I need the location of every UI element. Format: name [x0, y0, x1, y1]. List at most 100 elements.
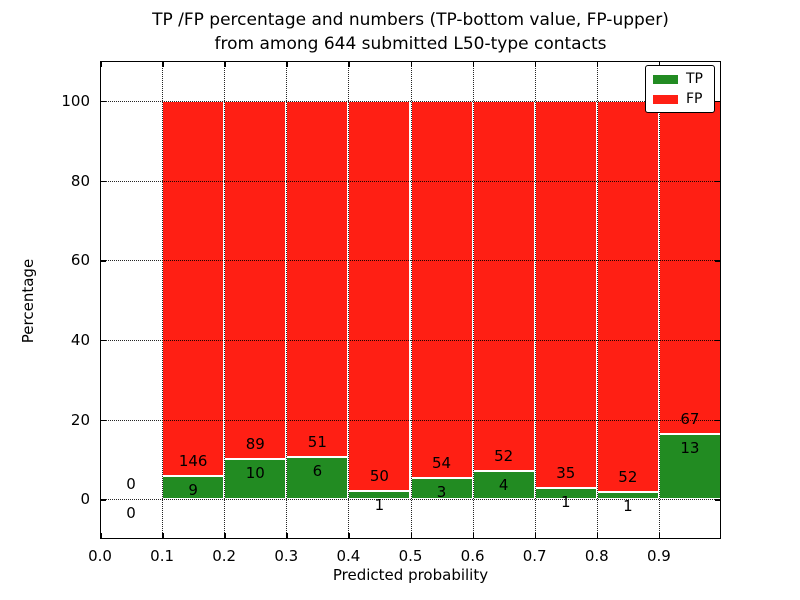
- bar-fp-count-label: 50: [369, 467, 389, 486]
- bar-tp-count-label: 1: [623, 496, 633, 515]
- y-tick: [100, 339, 106, 342]
- y-tick-right: [715, 100, 721, 103]
- x-tick-top: [410, 61, 412, 67]
- bar-tp-count-label: 0: [126, 504, 136, 523]
- legend-swatch-fp: [653, 94, 678, 104]
- legend-label-tp: TP: [686, 71, 703, 87]
- bar-fp-segment: [162, 100, 225, 477]
- y-tick-right: [715, 339, 721, 342]
- bar-fp-count-label: 52: [494, 446, 514, 465]
- x-gridline: [286, 61, 288, 539]
- x-gridline: [224, 61, 226, 539]
- y-tick: [100, 100, 106, 103]
- x-tick: [286, 533, 288, 539]
- legend-label-fp: FP: [686, 91, 703, 107]
- legend: TP FP: [645, 65, 715, 113]
- y-tick-right: [715, 260, 721, 262]
- x-tick: [596, 533, 599, 539]
- x-gridline: [658, 61, 660, 539]
- x-gridline: [162, 61, 164, 539]
- x-gridline: [348, 61, 350, 539]
- x-tick-top: [596, 61, 599, 67]
- x-tick-label: 0.2: [212, 547, 237, 565]
- x-tick-label: 0.7: [522, 547, 547, 565]
- x-tick: [162, 533, 164, 539]
- bar-tp-segment: [658, 434, 721, 500]
- y-tick-label: 60: [70, 251, 90, 270]
- x-tick-top: [348, 61, 350, 67]
- x-tick-top: [100, 61, 102, 67]
- x-gridline: [534, 61, 536, 539]
- bar-fp-count-label: 146: [178, 451, 208, 470]
- bar-tp-count-label: 1: [374, 496, 385, 515]
- y-tick: [100, 419, 106, 421]
- y-tick-label: 80: [70, 171, 90, 190]
- chart-title: TP /FP percentage and numbers (TP-bottom…: [100, 8, 721, 56]
- y-tick: [100, 260, 106, 262]
- y-axis-label: Percentage: [19, 258, 37, 344]
- x-axis-label: Predicted probability: [332, 566, 489, 584]
- bar-tp-count-label: 3: [436, 483, 447, 502]
- bar-fp-segment: [596, 100, 659, 492]
- x-tick-label: 0.4: [336, 547, 361, 565]
- bar-tp-count-label: 1: [560, 493, 571, 512]
- x-tick-top: [658, 61, 661, 67]
- bar-fp-count-label: 89: [245, 434, 265, 453]
- x-tick-label: 0.1: [150, 547, 175, 565]
- legend-swatch-tp: [653, 74, 678, 84]
- x-tick-label: 0.5: [398, 547, 423, 565]
- x-tick-label: 0.3: [274, 547, 299, 565]
- bar-fp-segment: [472, 100, 535, 471]
- x-tick-label: 0.9: [646, 547, 671, 565]
- x-tick: [100, 533, 102, 539]
- bar-fp-segment: [286, 100, 349, 458]
- bar-fp-segment: [534, 100, 597, 489]
- x-tick-top: [534, 61, 537, 67]
- chart-title-line2: from among 644 submitted L50-type contac…: [214, 34, 607, 54]
- legend-item-fp: FP: [653, 92, 708, 106]
- x-tick-label: 0.0: [88, 547, 112, 565]
- y-tick-right: [715, 419, 721, 421]
- x-tick: [472, 533, 475, 539]
- bar-tp-count-label: 4: [498, 475, 509, 494]
- bar-fp-count-label: 54: [432, 454, 452, 473]
- bar-fp-segment: [348, 100, 411, 492]
- x-gridline: [472, 61, 474, 539]
- bar-fp-segment: [658, 100, 721, 435]
- y-tick: [100, 499, 106, 501]
- bar-tp-count-label: 13: [680, 439, 700, 458]
- x-tick-top: [286, 61, 288, 67]
- bar-fp-count-label: 35: [556, 463, 576, 482]
- x-tick: [658, 533, 661, 539]
- plot-area: 0 0 146 9 89 10 51 6 50 1 54 3 52 4 35 1 52 1 67 13: [100, 61, 721, 539]
- chart-title-line1: TP /FP percentage and numbers (TP-bottom…: [152, 10, 669, 30]
- x-tick-label: 0.6: [460, 547, 485, 565]
- bar-fp-segment: [410, 100, 473, 479]
- bar-tp-segment: [224, 458, 287, 500]
- bar-tp-count-label: 10: [245, 463, 265, 482]
- bar-fp-count-label: 67: [680, 410, 700, 429]
- x-tick-top: [162, 61, 164, 67]
- bar-tp-count-label: 9: [188, 480, 198, 499]
- bar-fp-segment: [224, 100, 287, 459]
- bar-tp-count-label: 6: [312, 462, 323, 481]
- y-tick-label: 0: [80, 490, 90, 509]
- bar-fp-count-label: 52: [618, 467, 638, 486]
- x-gridline: [410, 61, 412, 539]
- x-tick: [410, 533, 412, 539]
- y-tick-label: 20: [70, 410, 90, 429]
- y-tick-right: [715, 499, 721, 501]
- x-tick: [534, 533, 537, 539]
- x-tick: [348, 533, 350, 539]
- bar-fp-count-label: 0: [126, 475, 136, 494]
- x-gridline: [596, 61, 598, 539]
- legend-item-tp: TP: [653, 72, 708, 86]
- y-tick: [100, 180, 106, 182]
- x-tick-label: 0.8: [584, 547, 609, 565]
- bar-tp-segment: [286, 457, 349, 500]
- y-tick-right: [715, 180, 721, 182]
- bar-fp-count-label: 51: [307, 433, 327, 452]
- x-tick-top: [472, 61, 475, 67]
- x-tick: [224, 533, 226, 539]
